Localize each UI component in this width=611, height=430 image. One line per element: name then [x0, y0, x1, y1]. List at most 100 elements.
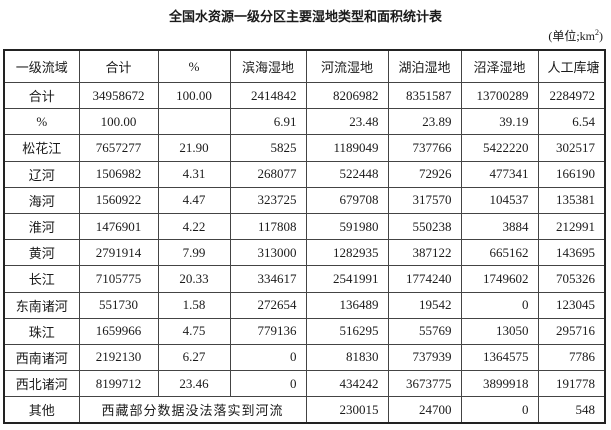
- table-cell: 548: [537, 396, 606, 424]
- table-cell: 516295: [305, 317, 389, 345]
- table-cell: 117808: [229, 212, 307, 241]
- table-cell: %: [3, 108, 80, 136]
- table-cell: 东南诸河: [3, 291, 80, 319]
- column-header: 一级流域: [3, 49, 80, 83]
- table-cell: 1659966: [78, 317, 159, 345]
- table-row: 辽河 1506982 4.31 268077 522448 72926 477341 1661…: [3, 160, 606, 188]
- table-cell: 143695: [537, 239, 606, 267]
- table-cell: 西北诸河: [3, 370, 80, 398]
- table-cell: 191778: [537, 370, 606, 398]
- table-cell: 1506982: [78, 160, 159, 188]
- table-cell: 4.31: [157, 160, 231, 188]
- table-cell: 100.00: [78, 108, 159, 136]
- table-cell: 737766: [387, 134, 462, 162]
- table-cell: 6.91: [229, 108, 307, 136]
- table-cell: 3673775: [387, 370, 462, 398]
- table-cell: 522448: [305, 160, 389, 188]
- table-cell: 295716: [537, 317, 606, 345]
- table-cell: 21.90: [157, 134, 231, 162]
- column-header: 人工库塘: [537, 49, 606, 83]
- table-cell: 104537: [460, 186, 539, 214]
- table-cell: 23.89: [387, 108, 462, 136]
- table-cell: 8351587: [387, 81, 462, 110]
- table-cell: 0: [460, 291, 539, 319]
- table-cell: 705326: [537, 265, 606, 293]
- table-cell: 0: [460, 396, 539, 424]
- table-cell: 737939: [387, 343, 462, 372]
- table-cell: 317570: [387, 186, 462, 214]
- table-cell: 13050: [460, 317, 539, 345]
- table-row: % 100.00 6.91 23.48 23.89 39.19 6.54: [3, 108, 606, 136]
- table-cell: 477341: [460, 160, 539, 188]
- table-cell: 268077: [229, 160, 307, 188]
- table-cell: 212991: [537, 212, 606, 241]
- table-cell: 0: [229, 343, 307, 372]
- column-header: 河流湿地: [305, 49, 389, 83]
- table-cell: 81830: [305, 343, 389, 372]
- table-cell: 珠江: [3, 317, 80, 345]
- table-cell: 1749602: [460, 265, 539, 293]
- table-row: 海河 1560922 4.47 323725 679708 317570 104537 135…: [3, 186, 606, 214]
- table-cell: 323725: [229, 186, 307, 214]
- table-cell: 1560922: [78, 186, 159, 214]
- table-cell: 24700: [387, 396, 462, 424]
- table-cell: 1282935: [305, 239, 389, 267]
- table-cell: 西南诸河: [3, 343, 80, 372]
- table-cell: 3884: [460, 212, 539, 241]
- table-cell: 4.75: [157, 317, 231, 345]
- table-cell: 辽河: [3, 160, 80, 188]
- table-cell: 779136: [229, 317, 307, 345]
- header-row: 一级流域 合计% 滨海湿地 河流湿地 湖泊湿地 沼泽湿地 人工库塘: [3, 49, 606, 83]
- table-cell: 2192130: [78, 343, 159, 372]
- table-cell: 7657277: [78, 134, 159, 162]
- unit-superscript: 2: [595, 28, 599, 37]
- table-cell: 1774240: [387, 265, 462, 293]
- table-cell: 20.33: [157, 265, 231, 293]
- table-cell: 434242: [305, 370, 389, 398]
- column-header: 沼泽湿地: [460, 49, 539, 83]
- table-cell: 591980: [305, 212, 389, 241]
- table-cell: 海河: [3, 186, 80, 214]
- table-cell: 313000: [229, 239, 307, 267]
- table-cell: 34958672: [78, 81, 159, 110]
- table-row: 淮河 1476901 4.22 117808 591980 550238 3884 21299…: [3, 212, 606, 241]
- table-row: 长江 7105775 20.33 334617 2541991 1774240 174960…: [3, 265, 606, 293]
- unit-label: (单位;km2): [548, 27, 603, 44]
- table-cell: 135381: [537, 186, 606, 214]
- table-cell: 39.19: [460, 108, 539, 136]
- unit-text: (单位;km: [548, 29, 595, 43]
- table-cell: 100.00: [157, 81, 231, 110]
- table-cell: 1189049: [305, 134, 389, 162]
- table-cell: 387122: [387, 239, 462, 267]
- table-cell: 6.27: [157, 343, 231, 372]
- table-cell: 8206982: [305, 81, 389, 110]
- table-row: 西北诸河 8199712 23.46 0 434242 3673775 3899918 191…: [3, 370, 606, 398]
- table-cell: 淮河: [3, 212, 80, 241]
- table-cell: 551730: [78, 291, 159, 319]
- table-cell: 334617: [229, 265, 307, 293]
- table-cell: 665162: [460, 239, 539, 267]
- table-cell: 55769: [387, 317, 462, 345]
- table-row: 合计 34958672 100.00 2414842 8206982 8351587 137…: [3, 81, 606, 110]
- column-header: 滨海湿地: [229, 49, 307, 83]
- note-cell: 西藏部分数据没法落实到河流: [78, 396, 307, 424]
- table-cell: 6.54: [537, 108, 606, 136]
- table-row: 珠江 1659966 4.75 779136 516295 55769 13050 29571…: [3, 317, 606, 345]
- table-cell: 166190: [537, 160, 606, 188]
- table-cell: 松花江: [3, 134, 80, 162]
- table-cell: 4.22: [157, 212, 231, 241]
- table-row: 东南诸河 551730 1.58 272654 136489 19542 0 123045: [3, 291, 606, 319]
- table-cell: 272654: [229, 291, 307, 319]
- table-cell: 123045: [537, 291, 606, 319]
- table-row: 黄河 2791914 7.99 313000 1282935 387122 665162 14…: [3, 239, 606, 267]
- table-cell: 2791914: [78, 239, 159, 267]
- table-cell: 合计: [3, 81, 80, 110]
- table-cell: 13700289: [460, 81, 539, 110]
- table-cell: 7105775: [78, 265, 159, 293]
- table-cell: 8199712: [78, 370, 159, 398]
- table-cell: 2541991: [305, 265, 389, 293]
- table-cell: 3899918: [460, 370, 539, 398]
- table-cell: 5422220: [460, 134, 539, 162]
- column-header: %: [157, 49, 231, 83]
- wetland-table: 一级流域 合计% 滨海湿地 河流湿地 湖泊湿地 沼泽湿地 人工库塘 合计 34958672 100…: [3, 49, 606, 425]
